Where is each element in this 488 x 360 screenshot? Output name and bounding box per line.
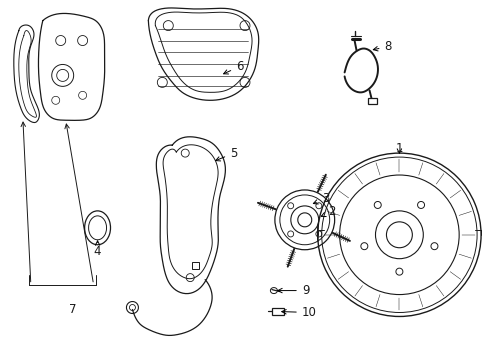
- Text: 3: 3: [313, 193, 328, 206]
- Text: 8: 8: [372, 40, 391, 53]
- Bar: [271, 307, 283, 315]
- Text: 9: 9: [277, 284, 308, 297]
- Text: 7: 7: [69, 302, 76, 315]
- Text: 1: 1: [395, 141, 402, 155]
- Text: 4: 4: [94, 241, 101, 258]
- Text: 10: 10: [281, 306, 316, 319]
- Bar: [192, 262, 199, 269]
- Text: 6: 6: [223, 60, 243, 74]
- Text: 2: 2: [321, 205, 334, 219]
- Bar: [367, 98, 377, 104]
- Text: 5: 5: [215, 147, 237, 161]
